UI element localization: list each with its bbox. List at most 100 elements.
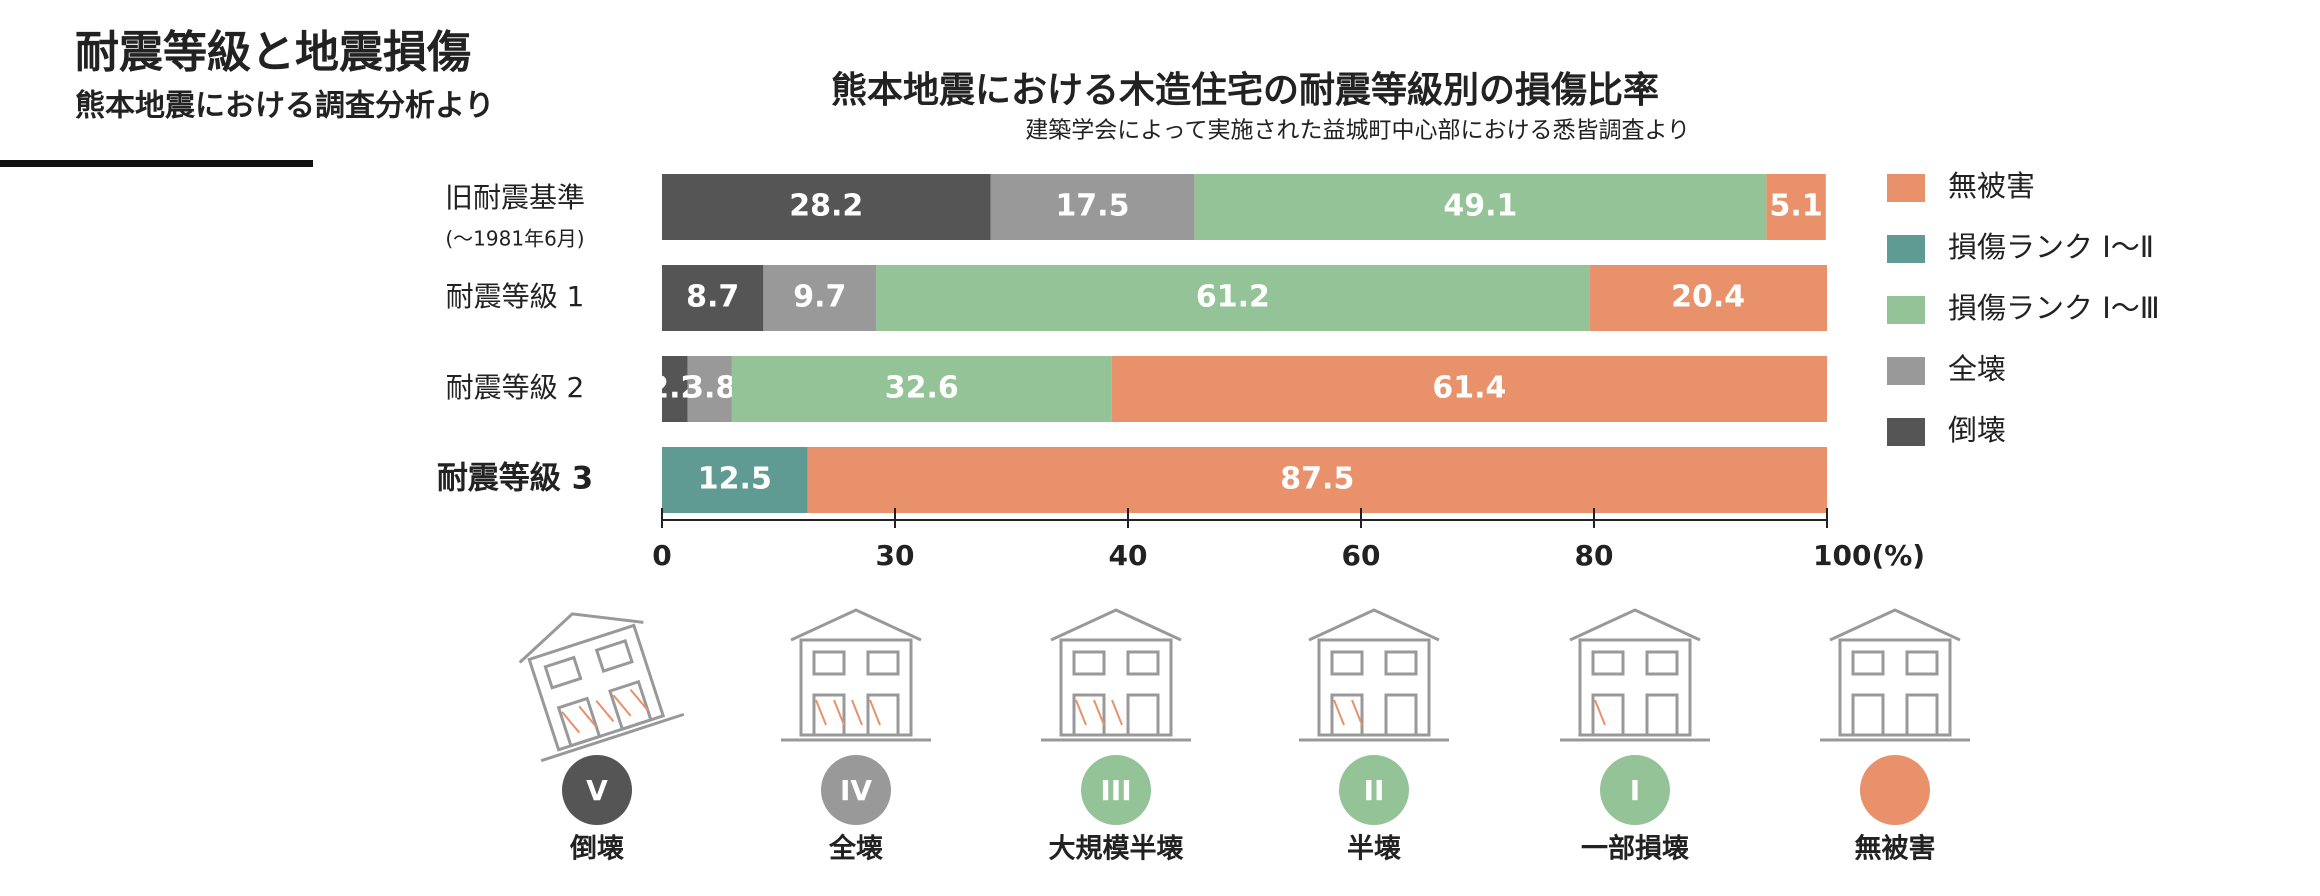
house-door [1591, 693, 1625, 737]
house-body [1317, 638, 1431, 737]
data-label: 3.8 [683, 371, 736, 406]
x-tick-label: 60 [1342, 539, 1381, 572]
chart-title: 熊本地震における木造住宅の耐震等級別の損傷比率 [831, 69, 1659, 111]
house-icon [1299, 608, 1449, 742]
house-body [799, 638, 913, 737]
house-crack [851, 699, 863, 726]
x-tick-label: 0 [652, 539, 671, 572]
page-subtitle: 熊本地震における調査分析より [75, 89, 494, 124]
house-crack [869, 699, 881, 726]
category-label: 耐震等級 2 [446, 371, 585, 404]
x-tick-label: 40 [1109, 539, 1148, 572]
data-label: 20.4 [1671, 280, 1745, 315]
data-label: 8.7 [686, 280, 739, 315]
bar-segment [1589, 265, 1827, 331]
house-crack [612, 694, 632, 717]
bar-segment [662, 174, 991, 240]
house-door [1645, 693, 1679, 737]
house-window [1126, 650, 1160, 676]
category-label: 旧耐震基準 [445, 181, 585, 214]
legend-swatch [1887, 296, 1925, 324]
house-icon [781, 608, 931, 742]
house-roof [1829, 608, 1961, 642]
level-label: 全壊 [828, 833, 883, 865]
category-label: 耐震等級 1 [446, 280, 585, 313]
data-label: 61.2 [1196, 280, 1270, 315]
house-window [812, 650, 846, 676]
data-label: 49.1 [1443, 189, 1517, 224]
data-label: 12.5 [698, 462, 772, 497]
bar-segment [807, 447, 1827, 513]
bar-segment [990, 174, 1195, 240]
level-badge [1860, 755, 1930, 825]
bar-segment [763, 265, 877, 331]
house-window [1905, 650, 1939, 676]
x-tick-label: 30 [876, 539, 915, 572]
level-badge [1081, 755, 1151, 825]
house-crack [1111, 699, 1123, 726]
house-crack [1351, 699, 1363, 726]
house-base [540, 712, 685, 763]
house-door [1072, 693, 1106, 737]
bar-segment [1194, 174, 1767, 240]
house-door [812, 693, 846, 737]
badge-label: III [1100, 774, 1131, 807]
house-icon [1820, 608, 1970, 742]
legend-swatch [1887, 235, 1925, 263]
house-crack [561, 711, 581, 734]
house-door [1905, 693, 1939, 737]
house-crack [1594, 699, 1606, 726]
legend-swatch [1887, 174, 1925, 202]
house-crack [1333, 699, 1345, 726]
house-crack [1075, 699, 1087, 726]
badge-label: IV [840, 774, 872, 807]
house-roof [790, 608, 922, 642]
x-tick-label: 80 [1575, 539, 1614, 572]
house-door [866, 693, 900, 737]
data-label: 61.4 [1432, 371, 1506, 406]
house-door [1851, 693, 1885, 737]
house-crack [1093, 699, 1105, 726]
house-door [556, 696, 602, 748]
level-label: 大規模半壊 [1049, 834, 1184, 865]
legend-label: 無被害 [1948, 169, 2035, 203]
legend-label: 全壊 [1948, 352, 2006, 386]
category-label: 耐震等級 3 [437, 461, 593, 497]
page-title: 耐震等級と地震損傷 [75, 27, 471, 78]
bar-segment [662, 356, 688, 422]
house-icon [1560, 608, 1710, 742]
badge-label: II [1364, 774, 1385, 807]
level-badge [821, 755, 891, 825]
bar-segment [876, 265, 1590, 331]
legend-label: 倒壊 [1948, 413, 2006, 447]
house-crack [629, 688, 649, 711]
house-roof [1569, 608, 1701, 642]
legend-swatch [1887, 357, 1925, 385]
house-door [1126, 693, 1160, 737]
house-window [1851, 650, 1885, 676]
house-crack [578, 705, 598, 728]
level-badge [562, 755, 632, 825]
house-roof [1050, 608, 1182, 642]
house-crack [833, 699, 845, 726]
data-label: 9.7 [793, 280, 846, 315]
house-roof [1308, 608, 1440, 642]
legend-label: 損傷ランク Ⅰ～Ⅱ [1948, 230, 2154, 264]
level-badge [1339, 755, 1409, 825]
house-window [866, 650, 900, 676]
house-window [1645, 650, 1679, 676]
house-door [1330, 693, 1364, 737]
data-label: 17.5 [1055, 189, 1129, 224]
header-rule [0, 160, 313, 167]
level-label: 倒壊 [569, 834, 624, 865]
level-badge [1600, 755, 1670, 825]
house-body [1838, 638, 1952, 737]
x-tick-label: 100(%) [1813, 539, 1925, 572]
house-body [1578, 638, 1692, 737]
house-icon [1041, 608, 1191, 742]
house-crack [815, 699, 827, 726]
house-window [1072, 650, 1106, 676]
legend-label: 損傷ランク Ⅰ～Ⅲ [1948, 291, 2160, 325]
level-label: 無被害 [1855, 833, 1936, 865]
